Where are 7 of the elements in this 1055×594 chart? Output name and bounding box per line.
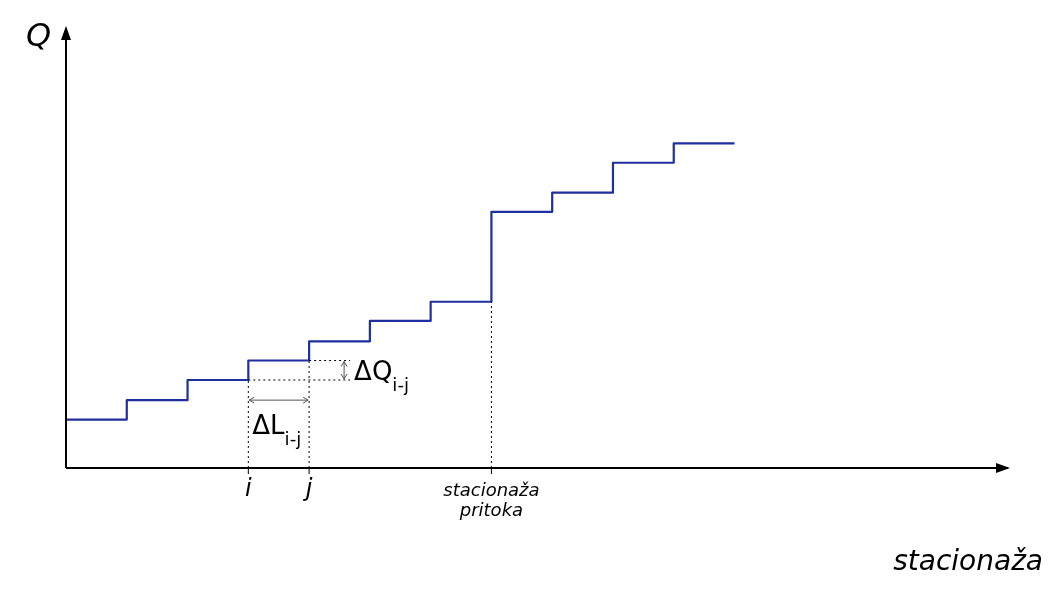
x-axis-title: stacionaža (893, 544, 1043, 577)
annotation: ΔQ$_{i-j}$ (354, 356, 410, 395)
x-tick-label: j (302, 474, 313, 502)
annotation: ΔL$_{i-j}$ (252, 410, 302, 449)
x-tick-label: stacionaža pritoka (443, 479, 540, 520)
x-tick-label: i (244, 474, 252, 502)
y-axis-title: Q (26, 16, 52, 54)
